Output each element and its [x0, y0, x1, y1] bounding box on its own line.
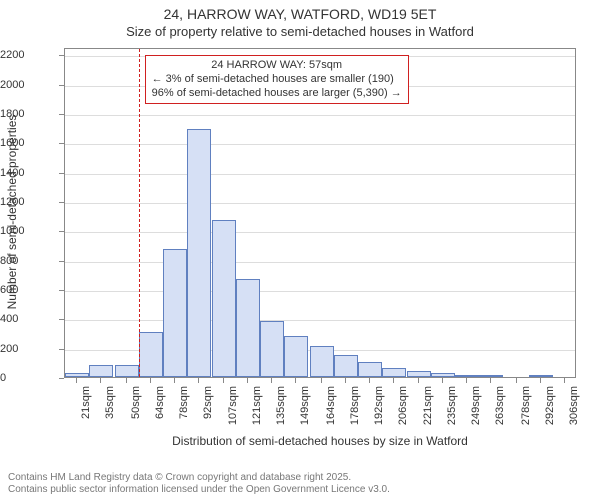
- x-tick-mark: [564, 378, 565, 383]
- x-tick-mark: [516, 378, 517, 383]
- histogram-bar: [455, 375, 479, 377]
- gridline: [65, 115, 575, 116]
- y-tick-mark: [59, 143, 64, 144]
- histogram-bar: [529, 375, 553, 377]
- attribution-line2: Contains public sector information licen…: [8, 484, 390, 496]
- histogram-bar: [431, 373, 455, 377]
- histogram-bar: [284, 336, 308, 377]
- y-tick-mark: [59, 378, 64, 379]
- chart-container: 24, HARROW WAY, WATFORD, WD19 5ET Size o…: [0, 0, 600, 500]
- x-tick-mark: [540, 378, 541, 383]
- histogram-bar: [236, 279, 260, 377]
- histogram-bar: [407, 371, 431, 377]
- gridline: [65, 144, 575, 145]
- gridline: [65, 262, 575, 263]
- x-tick-mark: [247, 378, 248, 383]
- y-tick-mark: [59, 114, 64, 115]
- annotation-box: 24 HARROW WAY: 57sqm← 3% of semi-detache…: [145, 55, 409, 104]
- x-tick-mark: [418, 378, 419, 383]
- histogram-bar: [163, 249, 187, 377]
- chart-title-line2: Size of property relative to semi-detach…: [0, 24, 600, 39]
- y-tick-mark: [59, 319, 64, 320]
- x-tick-mark: [150, 378, 151, 383]
- x-tick-mark: [76, 378, 77, 383]
- histogram-bar: [65, 373, 89, 377]
- x-tick-mark: [100, 378, 101, 383]
- x-tick-mark: [442, 378, 443, 383]
- x-tick-mark: [223, 378, 224, 383]
- annotation-line: 96% of semi-detached houses are larger (…: [152, 87, 402, 101]
- x-tick-mark: [271, 378, 272, 383]
- x-tick-mark: [345, 378, 346, 383]
- y-tick-mark: [59, 85, 64, 86]
- y-tick-mark: [59, 349, 64, 350]
- histogram-bar: [479, 375, 503, 377]
- histogram-bar: [334, 355, 358, 377]
- histogram-bar: [260, 321, 284, 377]
- y-axis-label: Number of semi-detached properties: [5, 47, 19, 377]
- annotation-line: 24 HARROW WAY: 57sqm: [152, 59, 402, 73]
- x-tick-mark: [321, 378, 322, 383]
- x-tick-mark: [466, 378, 467, 383]
- histogram-bar: [89, 365, 113, 377]
- reference-line: [139, 49, 140, 377]
- histogram-bar: [310, 346, 334, 377]
- x-tick-mark: [126, 378, 127, 383]
- histogram-bar: [212, 220, 236, 377]
- histogram-bar: [139, 332, 163, 377]
- x-tick-mark: [369, 378, 370, 383]
- x-tick-mark: [174, 378, 175, 383]
- y-tick-mark: [59, 290, 64, 291]
- y-tick-mark: [59, 261, 64, 262]
- histogram-bar: [358, 362, 382, 377]
- y-tick-mark: [59, 202, 64, 203]
- x-tick-mark: [198, 378, 199, 383]
- gridline: [65, 174, 575, 175]
- gridline: [65, 291, 575, 292]
- y-tick-mark: [59, 173, 64, 174]
- histogram-bar: [382, 368, 406, 377]
- gridline: [65, 320, 575, 321]
- chart-title-line1: 24, HARROW WAY, WATFORD, WD19 5ET: [0, 6, 600, 22]
- plot-area: 24 HARROW WAY: 57sqm← 3% of semi-detache…: [64, 48, 576, 378]
- histogram-bar: [115, 365, 139, 377]
- x-tick-mark: [393, 378, 394, 383]
- annotation-line: ← 3% of semi-detached houses are smaller…: [152, 73, 402, 87]
- y-tick-mark: [59, 55, 64, 56]
- attribution-line1: Contains HM Land Registry data © Crown c…: [8, 472, 351, 484]
- x-tick-mark: [295, 378, 296, 383]
- gridline: [65, 203, 575, 204]
- gridline: [65, 232, 575, 233]
- y-tick-mark: [59, 231, 64, 232]
- x-axis-label: Distribution of semi-detached houses by …: [64, 434, 576, 448]
- x-tick-mark: [490, 378, 491, 383]
- histogram-bar: [187, 129, 211, 377]
